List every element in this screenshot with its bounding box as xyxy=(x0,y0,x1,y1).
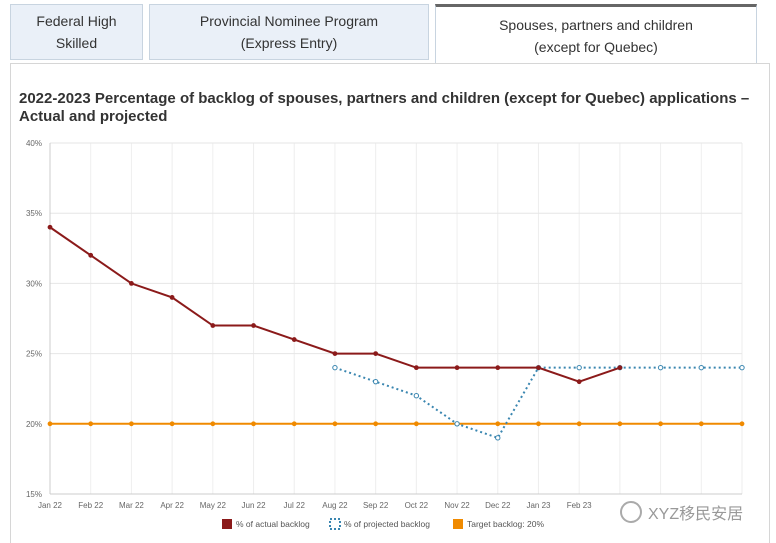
actual-point xyxy=(617,365,623,371)
y-tick-label: 25% xyxy=(26,350,42,359)
actual-point xyxy=(291,337,297,342)
actual-point xyxy=(210,323,216,328)
grid xyxy=(49,142,743,495)
actual-point xyxy=(536,365,541,371)
y-tick-label: 40% xyxy=(26,139,42,148)
actual-point xyxy=(129,281,134,286)
x-tick-label: Mar 22 xyxy=(119,501,144,510)
projected-point xyxy=(454,421,460,427)
x-tick-label: Sep 22 xyxy=(363,501,389,510)
target-point xyxy=(576,421,582,427)
x-tick-label: Feb 23 xyxy=(567,501,592,510)
tab-bar: Federal High Skilled Provincial Nominee … xyxy=(0,0,776,64)
legend-swatch xyxy=(329,518,341,530)
x-tick-label: Apr 22 xyxy=(160,501,184,510)
legend-label: % of actual backlog xyxy=(236,519,310,529)
tab-federal-high-skilled[interactable]: Federal High Skilled xyxy=(10,4,143,60)
actual-point xyxy=(495,365,501,371)
target-point xyxy=(210,421,216,427)
target-point xyxy=(291,421,297,427)
legend: % of actual backlog % of projected backlo… xyxy=(222,518,544,530)
watermark-text: XYZ移民安居 xyxy=(648,506,744,523)
actual-point xyxy=(373,351,379,356)
y-tick-label: 30% xyxy=(26,279,42,288)
target-point xyxy=(169,421,175,427)
actual-point xyxy=(454,365,460,371)
y-tick-label: 15% xyxy=(26,490,42,499)
projected-point xyxy=(332,364,338,371)
projected-point xyxy=(698,364,704,371)
legend-swatch xyxy=(222,519,232,529)
target-point xyxy=(536,421,541,427)
tab-label-line2: (Express Entry) xyxy=(240,35,338,51)
projected-point xyxy=(576,364,582,371)
target-point xyxy=(373,421,379,427)
target-point xyxy=(332,421,338,427)
x-tick-label: Jun 22 xyxy=(242,501,267,510)
target-point xyxy=(617,421,623,427)
legend-label: Target backlog: 20% xyxy=(467,519,544,529)
target-point xyxy=(413,421,419,427)
tab-label-line1: Spouses, partners and children xyxy=(499,16,693,33)
chart-title: 2022-2023 Percentage of backlog of spous… xyxy=(19,90,750,125)
actual-point xyxy=(251,323,256,328)
legend-label: % of projected backlog xyxy=(344,519,430,529)
tab-spouses-partners-children[interactable]: Spouses, partners and children (except f… xyxy=(435,4,757,64)
target-point xyxy=(88,421,94,427)
target-point xyxy=(47,421,53,427)
actual-point xyxy=(332,351,338,356)
x-tick-label: Aug 22 xyxy=(322,501,348,510)
actual-point xyxy=(47,224,53,230)
target-point xyxy=(739,421,745,427)
y-axis: 15% 20% 25% 30% 35% 40% xyxy=(26,139,742,499)
x-tick-label: Jan 22 xyxy=(38,501,63,510)
x-tick-label: Nov 22 xyxy=(444,501,470,510)
tab-provincial-nominee[interactable]: Provincial Nominee Program (Express Entr… xyxy=(149,4,429,60)
actual-point xyxy=(413,365,419,371)
target-point xyxy=(495,421,501,427)
tab-label-line1: Federal High xyxy=(36,13,117,29)
actual-point xyxy=(576,379,582,385)
projected-point xyxy=(657,364,664,371)
tab-label-line2: (except for Quebec) xyxy=(534,38,658,55)
y-tick-label: 20% xyxy=(26,420,42,429)
x-tick-label: May 22 xyxy=(200,501,227,510)
legend-swatch xyxy=(453,519,463,529)
x-tick-label: Feb 22 xyxy=(78,501,103,510)
x-tick-label: Jul 22 xyxy=(284,501,306,510)
target-point xyxy=(698,421,704,427)
projected-point xyxy=(739,364,745,371)
tab-label-line1: Provincial Nominee Program xyxy=(199,13,379,29)
projected-point xyxy=(495,435,501,441)
tab-label-line2: Skilled xyxy=(55,35,98,51)
x-tick-label: Jan 23 xyxy=(526,501,551,510)
target-point xyxy=(658,421,663,427)
actual-point xyxy=(88,252,94,258)
watermark: XYZ移民安居 xyxy=(620,500,743,524)
target-point xyxy=(251,421,256,427)
y-tick-label: 35% xyxy=(26,209,42,218)
actual-point xyxy=(169,295,175,300)
x-axis: Jan 22 Feb 22 Mar 22 Apr 22 May 22 Jun 22 Jul … xyxy=(38,501,592,510)
x-tick-label: Oct 22 xyxy=(405,501,429,510)
target-point xyxy=(129,421,134,427)
series-group xyxy=(47,224,745,441)
wechat-icon xyxy=(620,501,642,523)
projected-point xyxy=(413,393,420,399)
x-tick-label: Dec 22 xyxy=(485,501,511,510)
series-line-1 xyxy=(334,366,742,440)
projected-point xyxy=(372,378,379,385)
